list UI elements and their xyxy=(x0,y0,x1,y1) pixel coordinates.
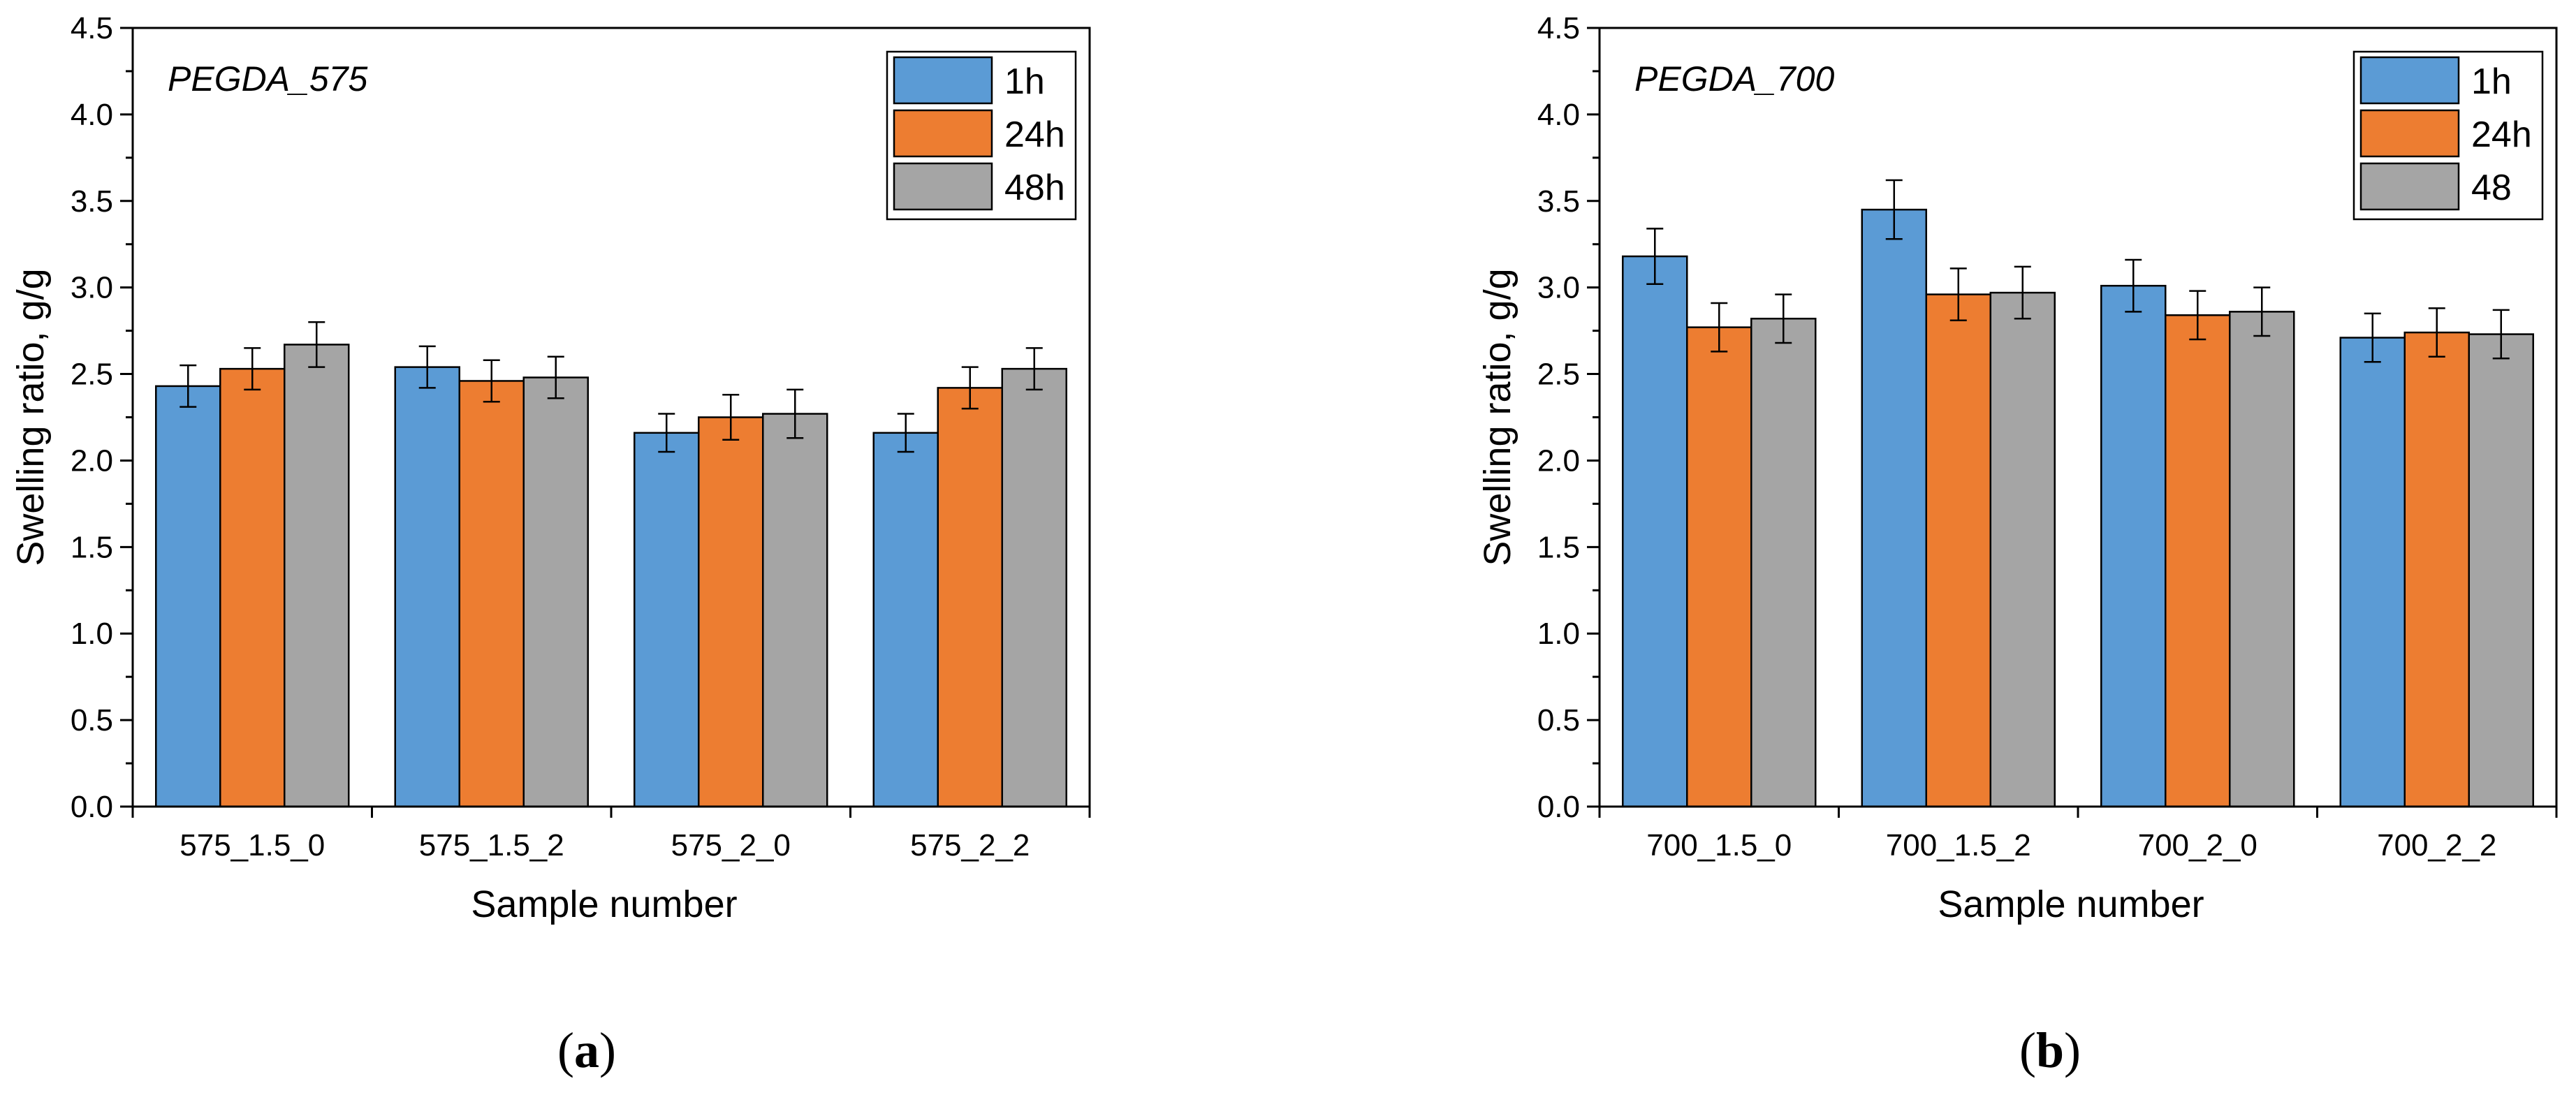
x-axis-title: Sample number xyxy=(471,883,737,925)
y-axis-title: Swelling ratio, g/g xyxy=(10,268,52,566)
y-tick-label: 4.5 xyxy=(71,11,113,45)
y-tick-label: 1.5 xyxy=(1537,530,1580,564)
x-tick-label: 700_1.5_0 xyxy=(1646,828,1792,862)
y-tick-label: 3.5 xyxy=(71,184,113,219)
bar-1h-575_1.5_2 xyxy=(394,366,460,808)
x-tick-label: 575_2_0 xyxy=(671,828,791,862)
y-tick-label: 1.5 xyxy=(71,530,113,564)
legend-label-24h: 24h xyxy=(2471,115,2532,155)
bar-24h-700_2_0 xyxy=(2165,314,2231,808)
panel-label: (a) xyxy=(557,1022,616,1078)
legend-swatch-1h xyxy=(2359,56,2460,105)
bar-24h-700_1.5_2 xyxy=(1925,293,1991,808)
x-tick-label: 575_2_2 xyxy=(910,828,1030,862)
y-tick-label: 4.0 xyxy=(71,98,113,132)
x-tick-label: 575_1.5_0 xyxy=(180,828,325,862)
x-axis-title: Sample number xyxy=(1938,883,2204,925)
y-tick-label: 1.0 xyxy=(1537,617,1580,651)
bar-48h-575_1.5_0 xyxy=(284,344,350,808)
chart-panel-a: 0.0 0.5 1.0 1.5 2.0 2.5 3.0 3.5 4.0 4.5 575_1.5_0 5… xyxy=(10,11,1091,1078)
bar-1h-575_2_0 xyxy=(634,432,700,808)
y-tick-label: 4.5 xyxy=(1537,11,1580,45)
bar-24h-700_2_2 xyxy=(2403,331,2470,808)
bar-48h-575_1.5_2 xyxy=(522,376,589,808)
legend-swatch-24h xyxy=(2359,109,2460,158)
y-tick-label: 0.0 xyxy=(1537,790,1580,824)
bar-24h-700_1.5_0 xyxy=(1686,326,1752,808)
bar-48-700_1.5_0 xyxy=(1750,318,1817,808)
y-tick-label: 2.0 xyxy=(71,443,113,478)
y-tick-label: 3.0 xyxy=(71,271,113,305)
y-tick-label: 2.5 xyxy=(1537,358,1580,392)
x-tick-label: 700_2_0 xyxy=(2138,828,2257,862)
bar-1h-575_1.5_0 xyxy=(155,385,221,808)
legend-swatch-48h xyxy=(893,162,993,211)
bar-48h-575_2_2 xyxy=(1001,367,1067,808)
bar-48-700_2_0 xyxy=(2229,311,2295,808)
bar-1h-700_2_0 xyxy=(2100,284,2167,808)
y-tick-label: 1.0 xyxy=(71,617,113,651)
y-tick-label: 4.0 xyxy=(1537,98,1580,132)
legend-swatch-24h xyxy=(893,109,993,158)
bar-1h-575_2_2 xyxy=(872,432,939,808)
chart-title: PEGDA_575 xyxy=(168,59,367,98)
bar-1h-700_2_2 xyxy=(2339,337,2406,808)
bar-48-700_2_2 xyxy=(2468,333,2534,808)
bar-1h-700_1.5_2 xyxy=(1861,208,1927,808)
y-tick-label: 0.0 xyxy=(71,790,113,824)
y-axis-title: Swelling ratio, g/g xyxy=(1477,268,1518,566)
legend-label-48: 48 xyxy=(2471,168,2512,208)
chart-panel-b: 0.0 0.5 1.0 1.5 2.0 2.5 3.0 3.5 4.0 4.5 700_1.5_0 7… xyxy=(1477,11,2558,1078)
legend-label-1h: 1h xyxy=(1004,61,1045,102)
x-tick-label: 700_2_2 xyxy=(2377,828,2496,862)
y-tick-label: 2.5 xyxy=(71,358,113,392)
y-tick-label: 0.5 xyxy=(71,703,113,737)
x-tick-label: 700_1.5_2 xyxy=(1886,828,2031,862)
bar-48-700_1.5_2 xyxy=(1989,291,2056,808)
chart-title: PEGDA_700 xyxy=(1634,59,1834,98)
panel-label: (b) xyxy=(2019,1022,2081,1078)
legend-label-1h: 1h xyxy=(2471,61,2512,102)
legend-swatch-1h xyxy=(893,56,993,105)
bar-24h-575_2_2 xyxy=(937,387,1003,808)
legend-label-24h: 24h xyxy=(1004,115,1065,155)
legend-swatch-48 xyxy=(2359,162,2460,211)
y-tick-label: 2.0 xyxy=(1537,443,1580,478)
bar-1h-700_1.5_0 xyxy=(1622,255,1688,808)
bar-24h-575_1.5_2 xyxy=(458,380,525,808)
x-tick-label: 575_1.5_2 xyxy=(419,828,564,862)
y-tick-label: 3.0 xyxy=(1537,271,1580,305)
y-tick-label: 0.5 xyxy=(1537,703,1580,737)
bar-48h-575_2_0 xyxy=(762,413,828,808)
bar-24h-575_2_0 xyxy=(698,416,764,808)
bar-24h-575_1.5_0 xyxy=(219,367,286,808)
y-tick-label: 3.5 xyxy=(1537,184,1580,219)
legend-label-48h: 48h xyxy=(1004,168,1065,208)
